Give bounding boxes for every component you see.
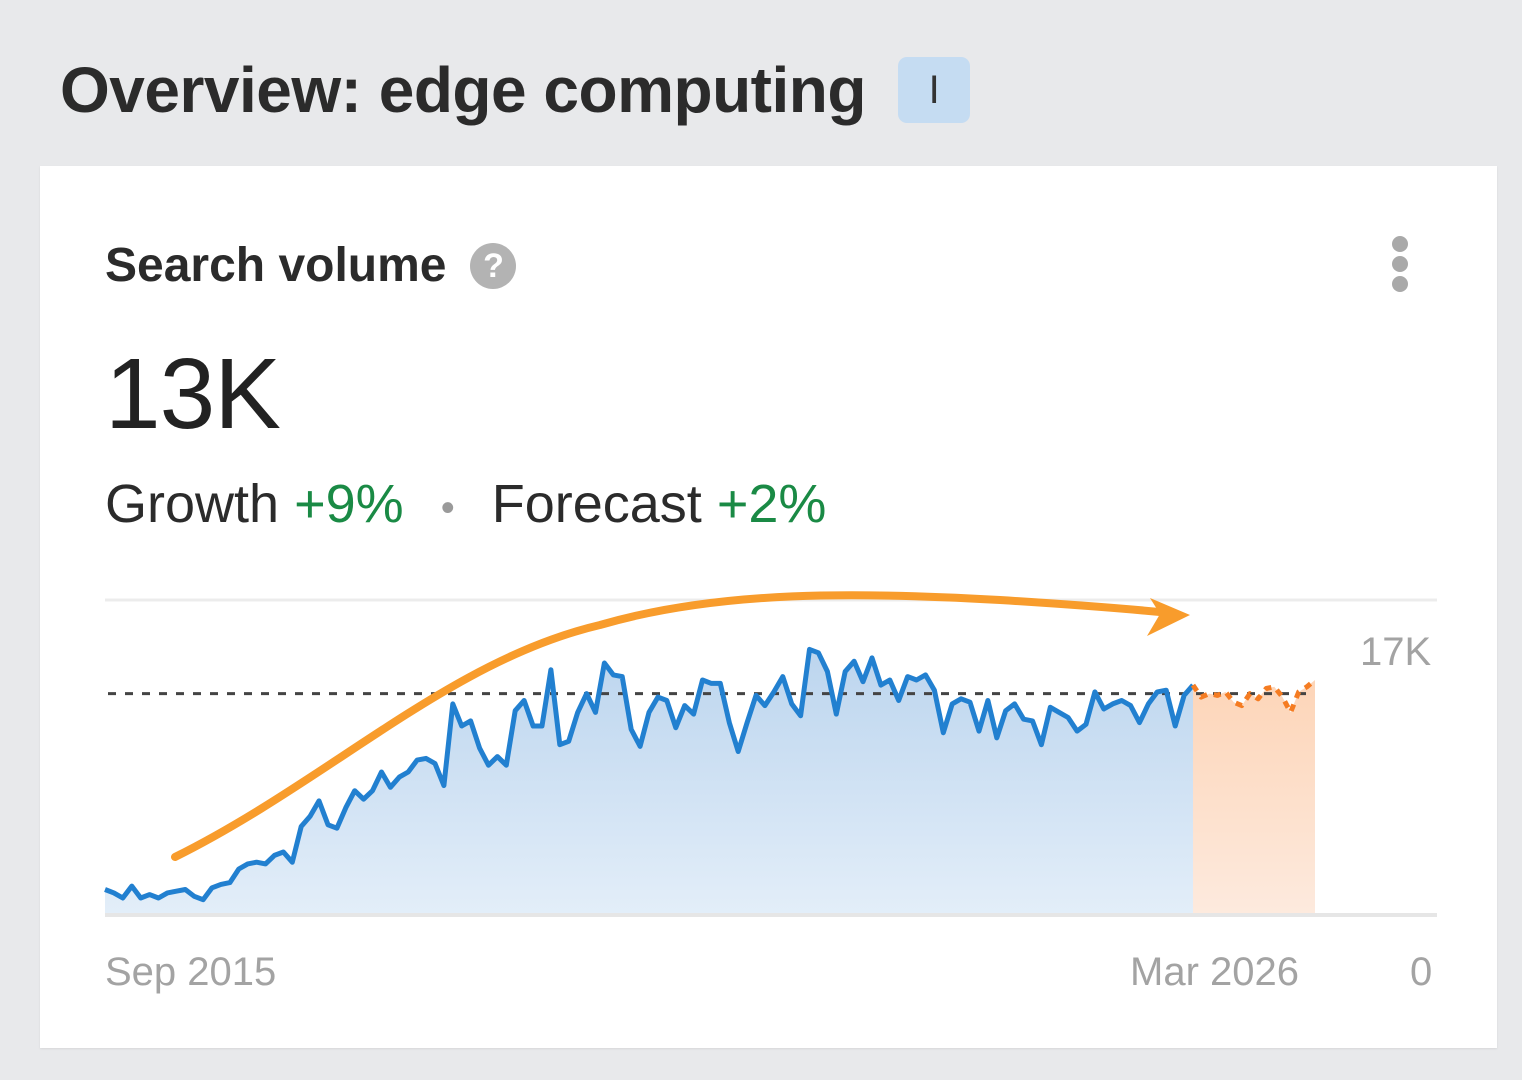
- growth-forecast-line: Growth +9% • Forecast +2%: [105, 474, 826, 538]
- x-axis-end-label: Mar 2026: [1130, 950, 1299, 994]
- card-title: Search volume ?: [105, 238, 517, 294]
- forecast-value: +2%: [716, 474, 827, 534]
- growth-value: +9%: [294, 474, 404, 534]
- more-options-icon[interactable]: [1390, 236, 1410, 296]
- help-icon[interactable]: ?: [470, 243, 517, 289]
- intent-badge[interactable]: I: [897, 57, 970, 123]
- forecast-area: [1193, 680, 1315, 915]
- historical-line: [104, 646, 1195, 903]
- search-volume-value: 13K: [105, 338, 281, 450]
- page-title: Overview: edge computing I: [60, 50, 970, 130]
- trend-arrow-head-icon: [1147, 598, 1190, 636]
- x-axis-start-label: Sep 2015: [105, 950, 277, 994]
- trend-arrow-icon: [171, 591, 1174, 861]
- card-title-text: Search volume: [105, 239, 447, 292]
- y-axis-min-label: 0: [1410, 950, 1433, 994]
- y-axis-max-label: 17K: [1360, 630, 1432, 674]
- separator-dot: •: [440, 485, 455, 530]
- historical-area: [105, 649, 1193, 915]
- forecast-label: Forecast: [491, 474, 702, 534]
- growth-label: Growth: [105, 474, 280, 534]
- page-title-text: Overview: edge computing: [60, 54, 866, 126]
